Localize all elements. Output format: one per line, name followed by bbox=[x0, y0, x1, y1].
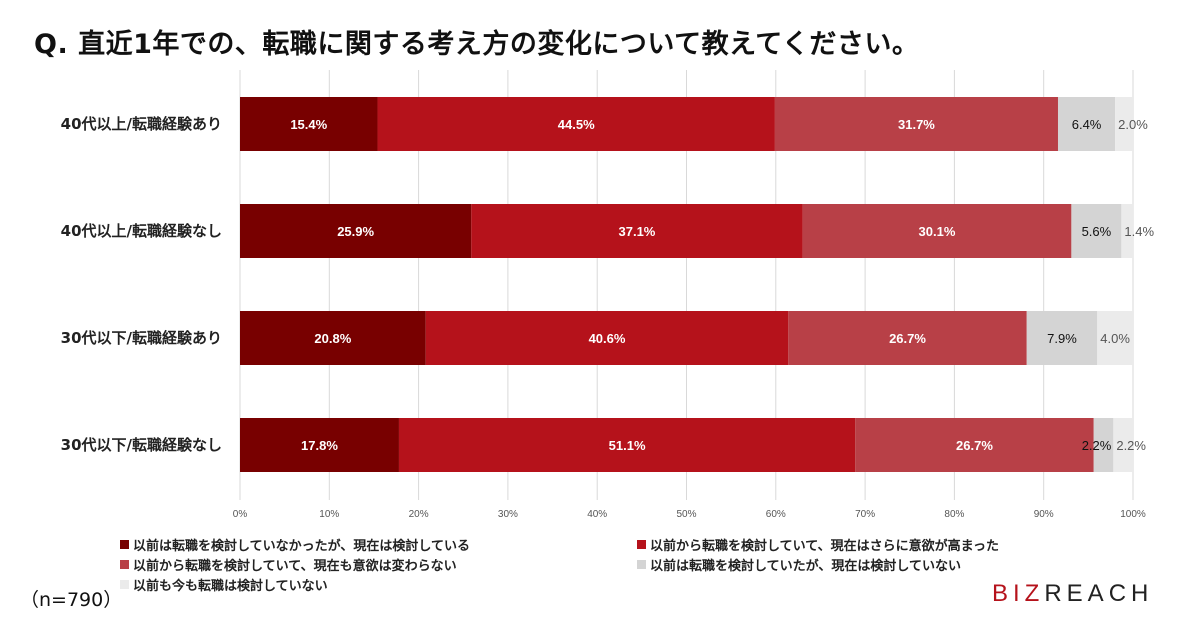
category-label: 40代以上/転職経験あり bbox=[61, 115, 222, 133]
legend-swatch bbox=[637, 560, 646, 569]
x-tick-label: 10% bbox=[319, 509, 339, 520]
data-label: 1.4% bbox=[1124, 224, 1154, 239]
x-tick-label: 40% bbox=[587, 509, 607, 520]
data-label: 25.9% bbox=[337, 224, 374, 239]
legend-label: 以前は転職を検討していたが、現在は検討していない bbox=[650, 559, 961, 574]
bizreach-logo: BIZREACH bbox=[992, 580, 1153, 608]
data-label: 30.1% bbox=[919, 224, 956, 239]
stacked-bar-chart: 0% 10% 20% 30% 40% 50% 60% 70% 80% 90% 100% 40代以上/転… bbox=[61, 70, 1154, 520]
logo-reach: REACH bbox=[1044, 580, 1154, 607]
logo-biz: BIZ bbox=[992, 580, 1045, 607]
legend-item: 以前は転職を検討していなかったが、現在は検討している bbox=[120, 535, 470, 554]
legend-label: 以前から転職を検討していて、現在も意欲は変わらない bbox=[133, 559, 457, 574]
data-label: 40.6% bbox=[589, 331, 626, 346]
data-label: 20.8% bbox=[314, 331, 351, 346]
data-label: 44.5% bbox=[558, 117, 595, 132]
data-label: 51.1% bbox=[609, 438, 646, 453]
category-label: 30代以下/転職経験なし bbox=[61, 436, 222, 454]
data-label: 2.0% bbox=[1118, 117, 1148, 132]
legend-label: 以前から転職を検討していて、現在はさらに意欲が高まった bbox=[650, 539, 1000, 554]
bar-segment bbox=[1093, 418, 1114, 472]
bar-segment bbox=[240, 311, 426, 365]
data-label: 2.2% bbox=[1116, 438, 1146, 453]
bar-segment bbox=[1097, 311, 1133, 365]
x-tick-label: 20% bbox=[409, 509, 429, 520]
legend-swatch bbox=[120, 560, 129, 569]
x-tick-label: 0% bbox=[233, 509, 248, 520]
sample-size: （n=790） bbox=[20, 589, 123, 611]
bar-segment bbox=[240, 204, 472, 258]
x-tick-label: 100% bbox=[1120, 509, 1146, 520]
legend-label: 以前は転職を検討していなかったが、現在は検討している bbox=[133, 539, 470, 554]
bar-segment bbox=[774, 97, 1058, 151]
legend-swatch bbox=[637, 540, 646, 549]
legend-swatch bbox=[120, 580, 129, 589]
legend-swatch bbox=[120, 540, 129, 549]
bar-segment bbox=[1113, 418, 1133, 472]
legend-item: 以前から転職を検討していて、現在も意欲は変わらない bbox=[120, 555, 457, 574]
legend-item: 以前も今も転職は検討していない bbox=[120, 575, 328, 594]
x-tick-label: 80% bbox=[944, 509, 964, 520]
data-label: 17.8% bbox=[301, 438, 338, 453]
legend-label: 以前も今も転職は検討していない bbox=[133, 579, 328, 594]
category-label: 30代以下/転職経験あり bbox=[61, 329, 222, 347]
x-tick-label: 50% bbox=[676, 509, 696, 520]
data-label: 31.7% bbox=[898, 117, 935, 132]
bar-segment bbox=[1057, 97, 1116, 151]
legend-item: 以前から転職を検討していて、現在はさらに意欲が高まった bbox=[637, 535, 999, 554]
x-tick-label: 60% bbox=[766, 509, 786, 520]
bar-segment bbox=[788, 311, 1027, 365]
data-label: 37.1% bbox=[619, 224, 656, 239]
bar-segment bbox=[240, 97, 378, 151]
bar-segment bbox=[1026, 311, 1098, 365]
data-label: 7.9% bbox=[1047, 331, 1077, 346]
x-tick-label: 30% bbox=[498, 509, 518, 520]
category-label: 40代以上/転職経験なし bbox=[61, 222, 222, 240]
data-label: 5.6% bbox=[1082, 224, 1112, 239]
bar-segment bbox=[425, 311, 789, 365]
bar-segment bbox=[855, 418, 1094, 472]
bar-segment bbox=[1115, 97, 1133, 151]
bar-segment bbox=[1071, 204, 1122, 258]
data-label: 26.7% bbox=[956, 438, 993, 453]
data-label: 2.2% bbox=[1082, 438, 1112, 453]
bar-segment bbox=[377, 97, 775, 151]
x-tick-label: 90% bbox=[1034, 509, 1054, 520]
chart-title: Q. 直近1年での、転職に関する考え方の変化について教えてください。 bbox=[34, 29, 920, 60]
bar-segment bbox=[240, 418, 399, 472]
legend-item: 以前は転職を検討していたが、現在は検討していない bbox=[637, 555, 961, 574]
data-label: 6.4% bbox=[1072, 117, 1102, 132]
bar-segment bbox=[1121, 204, 1134, 258]
bar-segment bbox=[471, 204, 803, 258]
data-label: 15.4% bbox=[290, 117, 327, 132]
data-label: 26.7% bbox=[889, 331, 926, 346]
bar-segment bbox=[398, 418, 856, 472]
x-tick-label: 70% bbox=[855, 509, 875, 520]
bar-segment bbox=[802, 204, 1072, 258]
data-label: 4.0% bbox=[1100, 331, 1130, 346]
